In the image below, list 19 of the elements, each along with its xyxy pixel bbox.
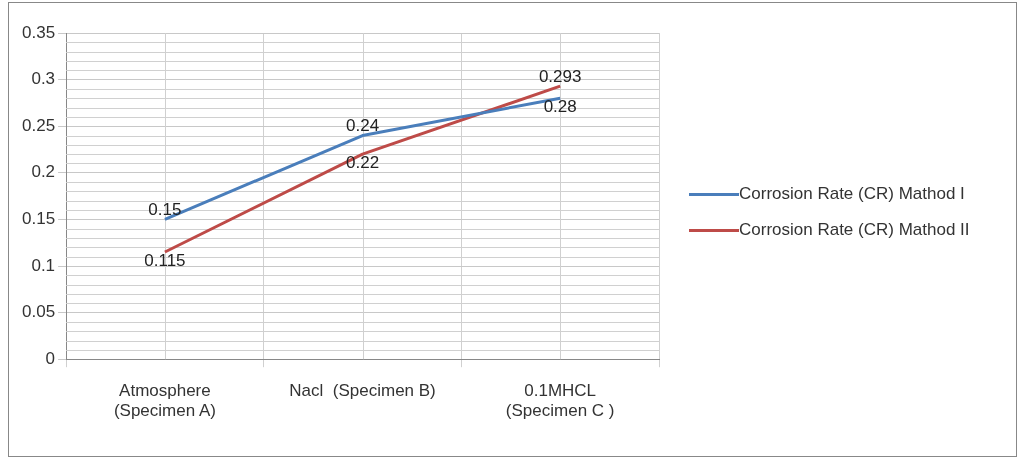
y-tick-label: 0.05	[21, 302, 56, 322]
x-tick-label: 0.1MHCL (Specimen C )	[505, 381, 615, 421]
data-label: 0.28	[543, 96, 577, 116]
y-tick-label: 0.1	[31, 255, 56, 275]
data-label: 0.24	[346, 116, 380, 136]
legend-label: Corrosion Rate (CR) Mathod II	[739, 219, 971, 241]
x-tick-label: Atmosphere (Specimen A)	[113, 381, 216, 421]
data-label: 0.115	[144, 250, 186, 270]
data-label: 0.15	[148, 200, 182, 220]
x-tick-label: Nacl (Specimen B)	[289, 381, 436, 401]
y-tick-label: 0.2	[31, 162, 56, 182]
data-label: 0.22	[346, 152, 380, 172]
y-tick-label: 0.35	[21, 22, 56, 42]
legend-label: Corrosion Rate (CR) Mathod I	[739, 183, 966, 205]
data-label: 0.293	[538, 66, 582, 86]
y-tick-label: 0.15	[21, 209, 56, 229]
y-tick-label: 0.25	[21, 115, 56, 135]
y-tick-label: 0.3	[31, 69, 56, 89]
y-tick-label: 0	[45, 348, 56, 368]
